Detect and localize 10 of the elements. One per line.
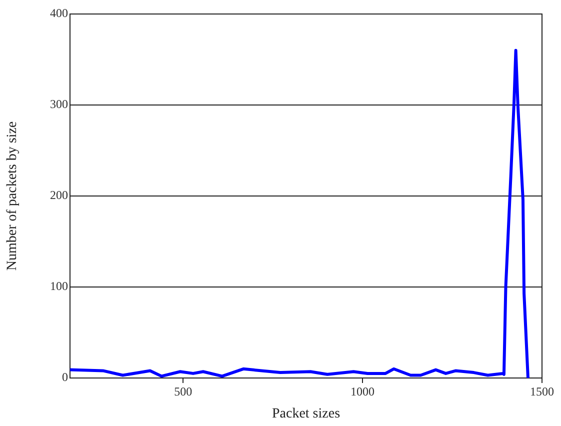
y-tick-label: 0 [62, 370, 68, 384]
y-tick-label: 300 [50, 97, 68, 112]
x-tick-label: 500 [174, 384, 192, 398]
y-tick-label: 400 [50, 6, 68, 20]
x-tick-label: 1000 [350, 384, 375, 398]
y-tick-label: 100 [50, 279, 68, 294]
x-tick-label: 1500 [530, 384, 554, 398]
x-axis-title: Packet sizes [272, 406, 340, 422]
y-tick-label: 200 [50, 188, 68, 202]
y-axis-title: Number of packets by size [5, 121, 20, 271]
